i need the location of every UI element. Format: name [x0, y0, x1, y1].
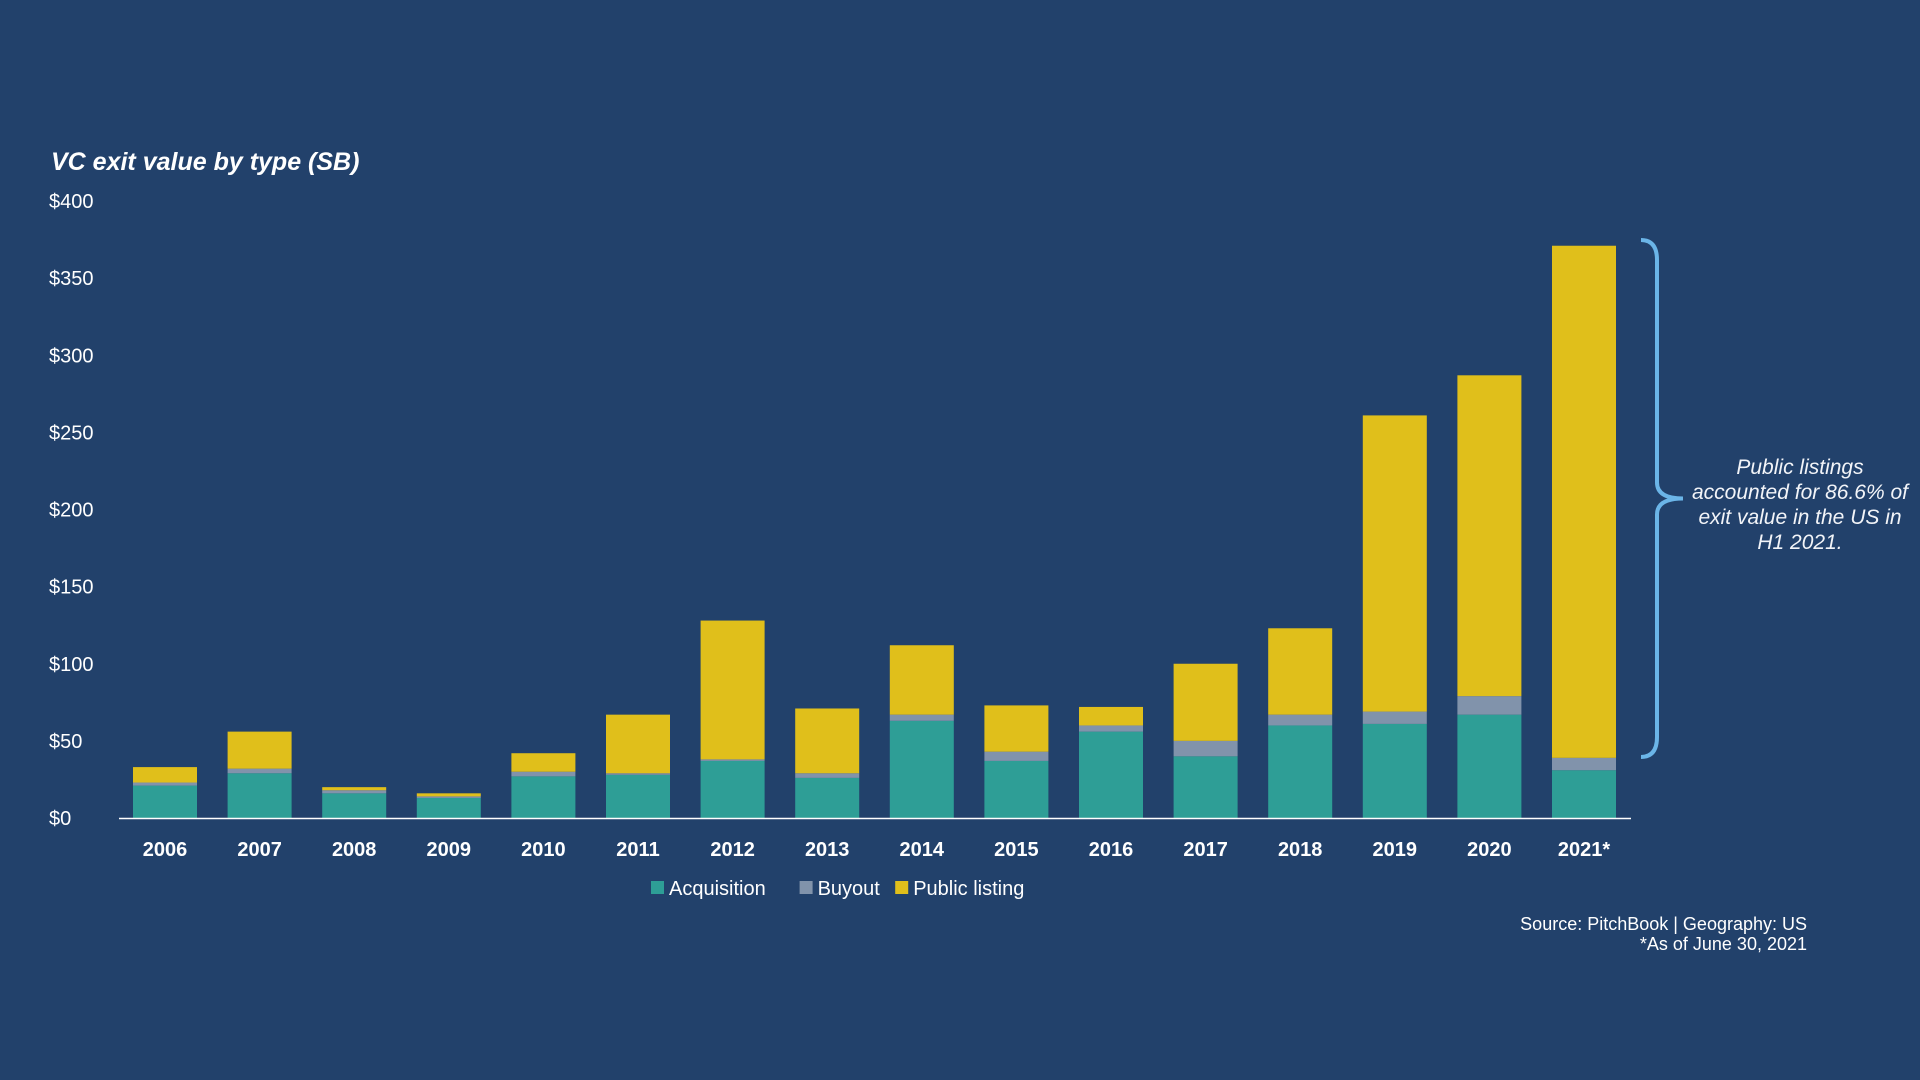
bar-segment-buyout: [511, 771, 576, 777]
bar-segment-public-listing: [1552, 245, 1616, 758]
bar-segment-buyout: [889, 714, 954, 721]
bar-segment-buyout: [1079, 725, 1143, 732]
bar-segment-acquisition: [1173, 756, 1238, 818]
x-tick-label: 2018: [1278, 839, 1323, 861]
legend-label: Acquisition: [669, 878, 766, 900]
bar-segment-public-listing: [227, 731, 292, 769]
y-tick-label: $250: [49, 422, 94, 444]
bar-segment-buyout: [133, 782, 197, 786]
x-tick-label: 2006: [143, 839, 188, 861]
bar-segment-acquisition: [511, 776, 576, 818]
bar-segment-acquisition: [606, 774, 670, 818]
legend-label: Buyout: [818, 878, 881, 900]
bar-segment-public-listing: [133, 767, 197, 783]
annotation-text: Public listings accounted for 86.6% of e…: [1692, 456, 1908, 554]
bar-segment-acquisition: [1552, 770, 1616, 818]
bar-segment-acquisition: [133, 785, 197, 818]
bar-segment-acquisition: [322, 793, 387, 818]
x-tick-label: 2020: [1467, 839, 1512, 861]
source-note: Source: PitchBook | Geography: US *As of…: [1520, 914, 1807, 954]
bar-segment-acquisition: [1457, 714, 1522, 818]
x-tick-label: 2015: [994, 839, 1039, 861]
bar-segment-public-listing: [1173, 663, 1238, 741]
bar-segment-buyout: [227, 768, 292, 774]
x-tick-label: 2014: [900, 839, 945, 861]
x-tick-label: 2010: [521, 839, 566, 861]
bar-segment-acquisition: [1268, 725, 1333, 818]
bar-segment-buyout: [322, 790, 387, 794]
x-tick-label: 2021*: [1558, 839, 1610, 861]
legend-swatch: [895, 881, 909, 894]
bar-segment-public-listing: [984, 705, 1049, 752]
legend-label: Public listing: [913, 878, 1024, 900]
date-note: *As of June 30, 2021: [1639, 934, 1807, 954]
x-tick-label: 2019: [1373, 839, 1418, 861]
legend-swatch: [799, 881, 813, 894]
bar-segment-buyout: [606, 773, 670, 775]
bar-segment-public-listing: [1457, 375, 1522, 697]
bar-segment-public-listing: [700, 620, 765, 760]
x-tick-label: 2011: [616, 839, 659, 861]
bar-segment-public-listing: [1079, 706, 1143, 726]
y-tick-label: $350: [49, 268, 94, 290]
bar-segment-acquisition: [1362, 723, 1427, 818]
y-tick-label: $200: [49, 500, 94, 522]
bar-segment-acquisition: [984, 760, 1049, 818]
y-tick-label: $400: [49, 191, 94, 213]
bar-segment-buyout: [795, 773, 860, 778]
y-tick-label: $100: [49, 654, 94, 676]
bar-segment-acquisition: [795, 777, 860, 818]
y-tick-label: $50: [49, 731, 82, 753]
bar-segment-acquisition: [227, 773, 292, 818]
bar-segment-public-listing: [322, 787, 387, 791]
bar-segment-acquisition: [1079, 731, 1143, 818]
bar-segment-public-listing: [1268, 628, 1333, 715]
x-tick-label: 2007: [237, 839, 282, 861]
bar-segment-acquisition: [889, 720, 954, 818]
bar-segment-buyout: [700, 759, 765, 761]
bar-segment-buyout: [416, 796, 481, 798]
bar-segment-buyout: [984, 751, 1049, 761]
chart-title: VC exit value by type (SB): [51, 148, 360, 176]
legend-swatch: [651, 881, 664, 894]
bar-segment-public-listing: [795, 708, 860, 774]
bar-segment-public-listing: [511, 753, 576, 772]
bar-segment-public-listing: [416, 793, 481, 797]
x-tick-label: 2009: [427, 839, 472, 861]
source-line: Source: PitchBook | Geography: US: [1520, 914, 1807, 934]
y-tick-label: $0: [49, 808, 71, 830]
bar-segment-buyout: [1268, 714, 1333, 726]
bar-segment-acquisition: [416, 797, 481, 818]
bar-segment-buyout: [1173, 740, 1238, 757]
bar-segment-acquisition: [700, 760, 765, 818]
y-tick-label: $300: [49, 345, 94, 367]
bar-segment-buyout: [1552, 757, 1616, 771]
brace-icon: [1640, 238, 1684, 759]
bar-segment-public-listing: [606, 714, 670, 774]
y-tick-label: $150: [49, 577, 94, 599]
x-tick-label: 2013: [805, 839, 850, 861]
x-tick-label: 2016: [1089, 839, 1134, 861]
bar-segment-public-listing: [1362, 415, 1427, 712]
x-tick-label: 2008: [332, 839, 377, 861]
bar-segment-public-listing: [889, 645, 954, 715]
x-tick-label: 2017: [1183, 839, 1228, 861]
bar-segment-buyout: [1362, 711, 1427, 724]
x-tick-label: 2012: [710, 839, 755, 861]
bar-segment-buyout: [1457, 696, 1522, 715]
